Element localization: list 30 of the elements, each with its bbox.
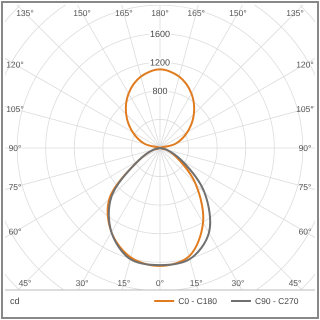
spoke-label: 45° (18, 278, 32, 288)
spoke-label: 150° (229, 8, 247, 18)
spoke-label: 30° (232, 278, 244, 288)
spoke-label: 135° (16, 8, 34, 18)
text: cd (10, 296, 20, 306)
spoke-label: 90° (8, 142, 22, 153)
spoke-label: 150° (73, 8, 91, 18)
y-tick-label: 800 (152, 86, 168, 96)
spoke-label: 75° (8, 182, 22, 192)
spoke-label: 135° (286, 8, 304, 18)
spoke-label: 60° (298, 226, 312, 237)
spoke-label: 105° (296, 104, 314, 114)
spoke-label: 105° (6, 104, 24, 114)
spoke-label: 180° (151, 8, 169, 18)
y-tick-label: 1200 (150, 57, 170, 68)
spoke-label: 15° (117, 278, 130, 288)
spoke-label: 75° (298, 182, 312, 192)
spoke-label: 15° (190, 278, 203, 288)
legend-label: C0 - C180 (178, 296, 218, 306)
spoke-label: 165° (187, 8, 205, 18)
spoke-label: 120° (296, 59, 314, 70)
y-tick-label: 1600 (150, 28, 170, 39)
spoke-label: 45° (288, 278, 302, 288)
spoke-label: 60° (8, 226, 22, 237)
spoke-label: 120° (6, 59, 24, 70)
spoke-label: 90° (298, 142, 312, 153)
spoke-label: 165° (115, 8, 133, 18)
spoke-label: 30° (76, 278, 88, 288)
legend-label: C90 - C270 (255, 296, 299, 306)
spoke-label: 0° (156, 278, 164, 288)
